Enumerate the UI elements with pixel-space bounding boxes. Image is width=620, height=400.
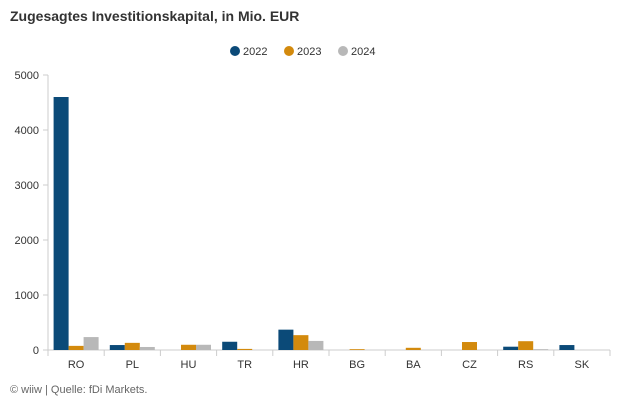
bar	[196, 344, 211, 350]
y-tick-label: 1000	[15, 290, 39, 302]
bar	[83, 337, 99, 350]
bar	[53, 97, 69, 350]
x-tick-label: SK	[575, 359, 590, 371]
x-tick-label: CZ	[462, 359, 477, 371]
legend-marker	[230, 46, 240, 56]
legend-marker	[338, 46, 348, 56]
bar	[139, 346, 155, 350]
bar	[308, 340, 324, 350]
y-tick-label: 0	[33, 345, 39, 357]
bar	[222, 341, 238, 350]
x-tick-label: RO	[68, 359, 85, 371]
bar	[278, 329, 294, 350]
bar	[124, 342, 140, 350]
x-axis: RO PL HU TR HR BG BA CZ RS SK	[47, 349, 611, 371]
x-tick-label: PL	[126, 359, 139, 371]
x-tick-label: HR	[293, 359, 309, 371]
bar	[405, 347, 421, 350]
bars	[53, 97, 575, 350]
x-tick-label: TR	[237, 359, 252, 371]
bar	[349, 349, 365, 350]
bar	[559, 345, 575, 350]
y-tick-label: 2000	[15, 235, 39, 247]
bar	[237, 348, 253, 350]
x-tick-label: BG	[349, 359, 365, 371]
y-tick-label: 5000	[15, 70, 39, 82]
y-tick-label: 4000	[15, 125, 39, 137]
y-axis: 0 1000 2000 3000 4000 5000	[15, 70, 49, 357]
bar	[503, 346, 519, 350]
bar	[518, 341, 534, 350]
legend-label: 2023	[297, 46, 321, 58]
legend-marker	[284, 46, 294, 56]
bar	[462, 342, 477, 350]
bar	[181, 344, 196, 350]
bar	[533, 349, 549, 350]
legend: 2022 2023 2024	[230, 46, 375, 58]
legend-label: 2022	[243, 46, 267, 58]
y-tick-label: 3000	[15, 180, 39, 192]
x-tick-label: BA	[406, 359, 421, 371]
bar	[68, 345, 84, 350]
x-tick-label: RS	[518, 359, 533, 371]
legend-label: 2024	[351, 46, 375, 58]
chart-title: Zugesagtes Investitionskapital, in Mio. …	[10, 8, 300, 24]
source-note: © wiiw | Quelle: fDi Markets.	[10, 384, 148, 396]
bar	[293, 335, 309, 350]
x-tick-label: HU	[181, 359, 197, 371]
bar	[109, 345, 125, 350]
